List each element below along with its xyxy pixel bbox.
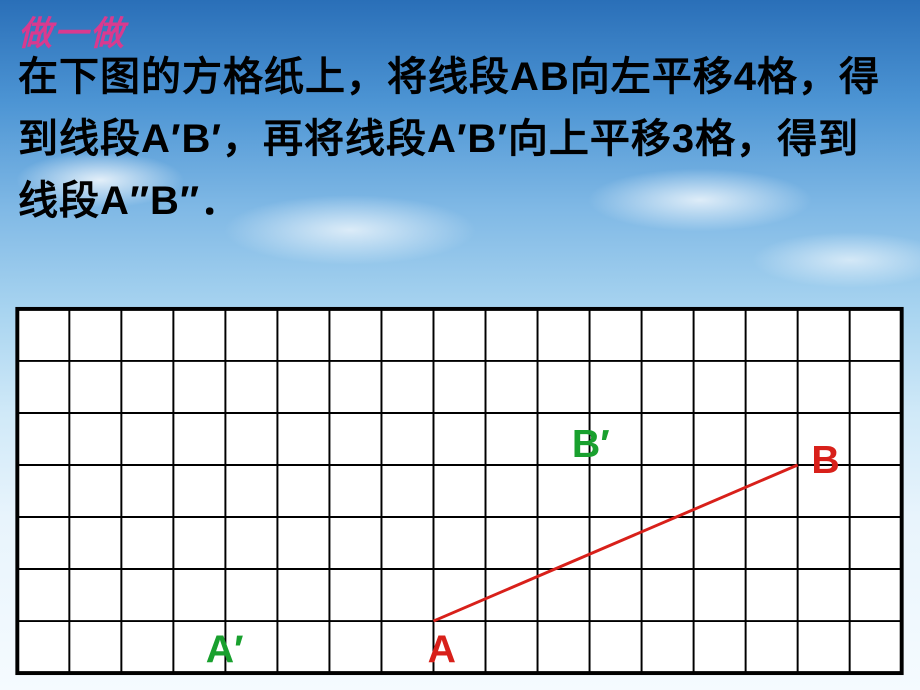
- problem-statement: 在下图的方格纸上，将线段AB向左平移4格，得到线段A′B′，再将线段A′B′向上…: [18, 46, 890, 232]
- svg-text:A: A: [428, 627, 456, 671]
- svg-text:B: B: [811, 438, 839, 482]
- grid-svg: A B A′ B′: [10, 305, 909, 677]
- svg-text:B′: B′: [572, 422, 610, 466]
- svg-text:A′: A′: [206, 627, 244, 671]
- grid-figure: A B A′ B′: [10, 305, 909, 677]
